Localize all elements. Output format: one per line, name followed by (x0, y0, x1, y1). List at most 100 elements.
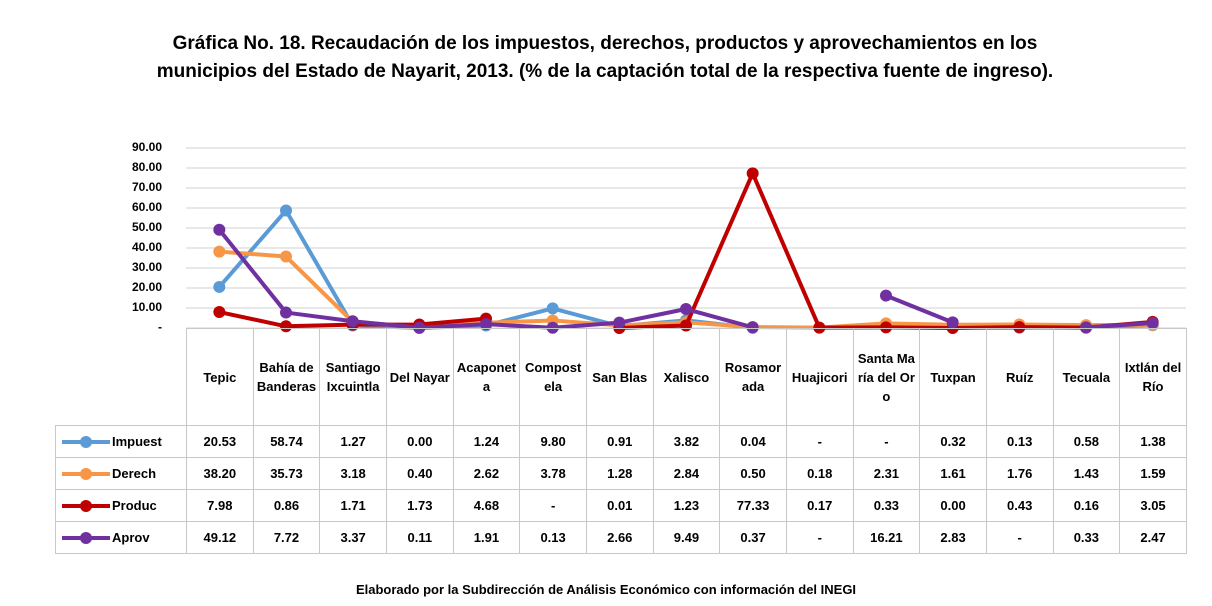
legend-marker (62, 468, 110, 481)
category-label: Tuxpan (919, 328, 987, 426)
data-point (1146, 317, 1159, 330)
table-value: 1.59 (1119, 457, 1187, 490)
y-tick-label: 60.00 (132, 200, 162, 214)
legend-cell: Aprov (55, 521, 187, 554)
table-value: 49.12 (186, 521, 254, 554)
data-point (280, 204, 292, 217)
table-value: 0.50 (719, 457, 787, 490)
table-value: - (785, 425, 854, 458)
table-value: 77.33 (719, 489, 787, 522)
y-tick-label: 80.00 (132, 160, 162, 174)
table-value: 1.24 (452, 425, 521, 458)
table-value: 0.32 (919, 425, 987, 458)
table-value: 2.62 (452, 457, 521, 490)
legend-dot (80, 468, 92, 481)
table-value: 1.28 (585, 457, 654, 490)
data-point (546, 302, 559, 315)
table-value: 0.40 (385, 457, 454, 490)
series-row: Derech 38.20 35.73 3.18 0.40 2.62 3.78 1.28 2.84… (55, 457, 1187, 490)
legend-cell: Produc (55, 489, 187, 522)
table-value: 1.76 (985, 457, 1054, 490)
table-value: 7.72 (252, 521, 321, 554)
table-value: 9.49 (652, 521, 721, 554)
table-value: 1.43 (1052, 457, 1121, 490)
legend-dot (80, 436, 92, 449)
table-value: 3.05 (1119, 489, 1187, 522)
table-value: 0.43 (985, 489, 1054, 522)
legend-marker (62, 500, 110, 513)
table-value: 3.82 (652, 425, 721, 458)
table-value: - (785, 521, 854, 554)
legend-dot (80, 500, 92, 513)
table-value: 2.83 (919, 521, 987, 554)
data-point (213, 306, 226, 319)
table-value: 0.37 (719, 521, 787, 554)
table-value: 0.17 (785, 489, 854, 522)
legend-dot (80, 532, 92, 545)
table-value: 7.98 (186, 489, 254, 522)
series-row: Impuest 20.53 58.74 1.27 0.00 1.24 9.80 0.91 3.8… (55, 425, 1187, 458)
data-point (213, 223, 226, 236)
table-value: 0.16 (1052, 489, 1121, 522)
category-label: Del Nayar (385, 328, 454, 426)
legend-label: Derech (112, 465, 157, 481)
data-point (213, 280, 226, 293)
legend-label: Impuest (112, 433, 162, 449)
table-value: 58.74 (252, 425, 321, 458)
category-label: Xalisco (652, 328, 721, 426)
table-value: 2.31 (852, 457, 921, 490)
table-value: 1.91 (452, 521, 521, 554)
data-point (346, 315, 359, 328)
table-value: 35.73 (252, 457, 321, 490)
table-value: 0.18 (785, 457, 854, 490)
data-point (613, 316, 626, 329)
table-value: 0.11 (385, 521, 454, 554)
category-label: Bahía de Banderas (252, 328, 321, 426)
data-point (946, 316, 959, 329)
table-value: 0.33 (1052, 521, 1121, 554)
table-value: 0.00 (919, 489, 987, 522)
y-tick-label: 30.00 (132, 260, 162, 274)
legend-marker (62, 436, 110, 449)
data-point (280, 250, 292, 263)
legend-marker (62, 532, 110, 545)
table-value: - (985, 521, 1054, 554)
category-label: Santiago Ixcuintla (319, 328, 387, 426)
table-value: 4.68 (452, 489, 521, 522)
table-value: 2.84 (652, 457, 721, 490)
header-row: Tepic Bahía de Banderas Santiago Ixcuintla… (55, 328, 1187, 426)
y-tick-label: 20.00 (132, 280, 162, 294)
table-value: 3.37 (319, 521, 387, 554)
data-point (880, 289, 892, 302)
table-value: 9.80 (519, 425, 587, 458)
corner-cell (55, 328, 187, 426)
chart-title: Gráfica No. 18. Recaudación de los impue… (156, 33, 1054, 82)
category-label: Compostela (519, 328, 587, 426)
series-row: Aprov 49.12 7.72 3.37 0.11 1.91 0.13 2.66 9.49 0.… (55, 521, 1187, 554)
y-tick-label: 50.00 (132, 220, 162, 234)
table-value: 0.13 (985, 425, 1054, 458)
table-value: 1.61 (919, 457, 987, 490)
table-value: 3.18 (319, 457, 387, 490)
table-value: 1.71 (319, 489, 387, 522)
legend-cell: Derech (55, 457, 187, 490)
table-value: 2.47 (1119, 521, 1187, 554)
table-value: 38.20 (186, 457, 254, 490)
table-value: 2.66 (585, 521, 654, 554)
table-value: - (519, 489, 587, 522)
table-value: 0.58 (1052, 425, 1121, 458)
table-value: 1.73 (385, 489, 454, 522)
data-point (213, 245, 226, 258)
category-label: Huajicori (785, 328, 854, 426)
data-point (680, 303, 692, 316)
y-tick-label: 40.00 (132, 240, 162, 254)
series-row: Produc 7.98 0.86 1.71 1.73 4.68-0.01 1.23 77.33… (55, 489, 1187, 522)
table-value: 0.00 (385, 425, 454, 458)
data-table: Tepic Bahía de Banderas Santiago Ixcuintla… (55, 328, 1187, 554)
table-value: 1.23 (652, 489, 721, 522)
legend-label: Aprov (112, 529, 150, 545)
category-label: Santa María del Oro (852, 328, 921, 426)
table-value: 3.78 (519, 457, 587, 490)
